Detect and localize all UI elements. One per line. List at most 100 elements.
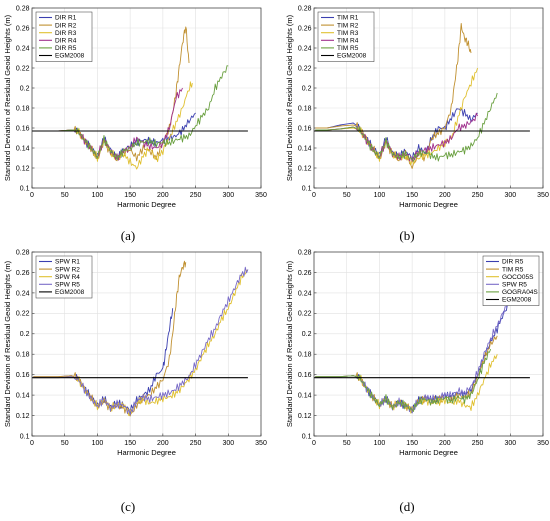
y-axis-title: Standard Deviation of Residual Geoid Hei… [285, 260, 294, 427]
x-tick-label: 250 [472, 440, 484, 447]
x-axis-title: Harmonic Degree [399, 448, 458, 457]
legend-entry: DIR R3 [55, 30, 77, 37]
legend-entry: DIR R5 [502, 259, 524, 266]
x-tick-label: 300 [222, 440, 234, 447]
y-tick-label: 0.16 [298, 125, 312, 132]
y-tick-label: 0.28 [16, 249, 30, 256]
y-tick-label: 0.1 [20, 185, 30, 192]
x-tick-label: 50 [61, 440, 69, 447]
legend-entry: EGM2008 [55, 53, 85, 60]
series-line-spw-r5 [33, 266, 249, 416]
legend-entry: DIR R5 [55, 45, 77, 52]
x-tick-label: 0 [312, 440, 316, 447]
x-tick-label: 50 [343, 440, 351, 447]
panel-label: (c) [121, 499, 135, 514]
series-line-tim-r5 [315, 92, 498, 162]
y-tick-label: 0.12 [16, 413, 30, 420]
y-tick-label: 0.26 [298, 270, 312, 277]
x-tick-label: 200 [157, 192, 169, 199]
y-tick-label: 0.22 [16, 65, 30, 72]
x-tick-label: 200 [439, 192, 451, 199]
x-axis-title: Harmonic Degree [117, 200, 176, 209]
y-tick-label: 0.24 [16, 45, 30, 52]
series-line-dir-r5 [33, 65, 229, 161]
legend-entry: TIM R3 [337, 30, 359, 37]
y-tick-label: 0.22 [298, 65, 312, 72]
y-tick-label: 0.18 [298, 105, 312, 112]
y-tick-label: 0.16 [16, 125, 30, 132]
chart-panel-3: 0.1 0.12 0.14 0.16 0.18 0.2 0.22 0.24 0.26 0.28 0 5… [3, 249, 267, 514]
x-tick-label: 350 [255, 192, 267, 199]
y-tick-label: 0.18 [16, 352, 30, 359]
legend-entry: SPW R5 [55, 282, 80, 289]
y-tick-label: 0.2 [302, 85, 312, 92]
legend-entry: EGM2008 [337, 53, 367, 60]
x-tick-label: 350 [537, 440, 549, 447]
x-tick-label: 150 [124, 192, 136, 199]
x-tick-label: 300 [504, 192, 516, 199]
x-tick-label: 250 [190, 440, 202, 447]
panel-label: (b) [399, 228, 414, 243]
legend-entry: TIM R5 [337, 45, 359, 52]
chart-panel-4: 0.1 0.12 0.14 0.16 0.18 0.2 0.22 0.24 0.26 0.28 0 5… [285, 249, 549, 514]
legend-entry: DIR R2 [55, 22, 77, 29]
x-tick-label: 50 [61, 192, 69, 199]
x-tick-label: 300 [504, 440, 516, 447]
series-line-spw-r4 [33, 269, 248, 417]
y-tick-label: 0.1 [20, 433, 30, 440]
y-tick-label: 0.1 [302, 185, 312, 192]
y-tick-label: 0.22 [298, 311, 312, 318]
y-tick-label: 0.18 [16, 105, 30, 112]
y-axis-title: Standard Deviation of Residual Geoid Hei… [3, 260, 12, 427]
legend-box [317, 11, 375, 62]
legend-entry: TIM R4 [337, 38, 359, 45]
y-tick-label: 0.14 [298, 393, 312, 400]
axes-frame [31, 251, 262, 437]
y-tick-label: 0.26 [298, 25, 312, 32]
y-tick-label: 0.12 [16, 165, 30, 172]
chart-panel-2: 0.1 0.12 0.14 0.16 0.18 0.2 0.22 0.24 0.26 0.28 0 5… [285, 5, 549, 243]
x-tick-label: 100 [92, 440, 104, 447]
x-tick-label: 250 [472, 192, 484, 199]
chart-panel-1: 0.1 0.12 0.14 0.16 0.18 0.2 0.22 0.24 0.26 0.28 0 5… [3, 5, 267, 243]
legend-entry: SPW R4 [55, 274, 80, 281]
legend-entry: TIM R5 [502, 266, 524, 273]
series-line-spw-r5 [315, 267, 531, 413]
x-tick-label: 0 [30, 440, 34, 447]
x-tick-label: 100 [92, 192, 104, 199]
x-tick-label: 200 [439, 440, 451, 447]
y-tick-label: 0.14 [16, 145, 30, 152]
x-tick-label: 350 [537, 192, 549, 199]
x-tick-label: 150 [406, 192, 418, 199]
legend-entry: TIM R2 [337, 22, 359, 29]
legend-entry: EGM2008 [502, 297, 532, 304]
y-tick-label: 0.1 [302, 433, 312, 440]
legend-entry: EGM2008 [55, 289, 85, 296]
legend-entry: SPW R1 [55, 259, 80, 266]
x-tick-label: 0 [312, 192, 316, 199]
y-tick-label: 0.26 [16, 25, 30, 32]
x-tick-label: 150 [406, 440, 418, 447]
y-tick-label: 0.2 [20, 331, 30, 338]
y-tick-label: 0.24 [298, 290, 312, 297]
y-axis-title: Standard Deviation of Residual Geoid Hei… [285, 14, 294, 181]
legend-box [35, 11, 93, 62]
y-tick-label: 0.12 [298, 413, 312, 420]
axes-frame [31, 7, 262, 189]
legend-entry: DIR R1 [55, 15, 77, 22]
x-tick-label: 350 [255, 440, 267, 447]
legend-entry: GOGRA04S [502, 289, 538, 296]
x-tick-label: 250 [190, 192, 202, 199]
y-tick-label: 0.22 [16, 311, 30, 318]
y-tick-label: 0.16 [16, 372, 30, 379]
legend-box [482, 255, 540, 306]
panel-label: (d) [399, 499, 414, 514]
y-tick-label: 0.28 [298, 5, 312, 12]
y-tick-label: 0.2 [20, 85, 30, 92]
legend-entry: SPW R2 [55, 266, 80, 273]
